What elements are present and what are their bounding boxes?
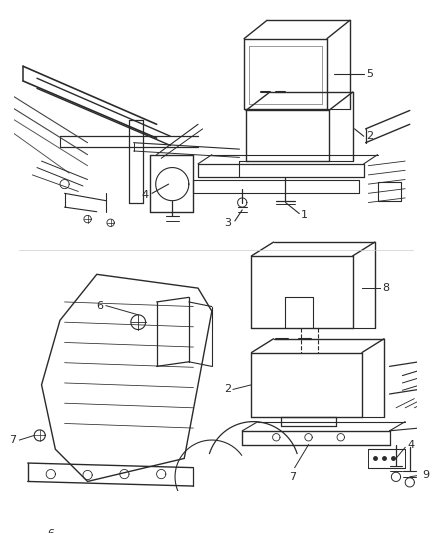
Text: 6: 6 [96, 301, 103, 311]
Text: 1: 1 [301, 211, 308, 221]
Text: 3: 3 [224, 218, 231, 228]
Text: 7: 7 [290, 472, 297, 482]
Text: 2: 2 [224, 384, 231, 394]
Text: 6: 6 [47, 529, 54, 533]
Text: 8: 8 [382, 283, 389, 293]
Text: 4: 4 [141, 190, 148, 200]
Text: 5: 5 [367, 69, 374, 79]
Text: 7: 7 [10, 435, 17, 445]
Text: 9: 9 [423, 470, 430, 480]
Text: 2: 2 [367, 131, 374, 141]
Text: 4: 4 [407, 440, 414, 450]
